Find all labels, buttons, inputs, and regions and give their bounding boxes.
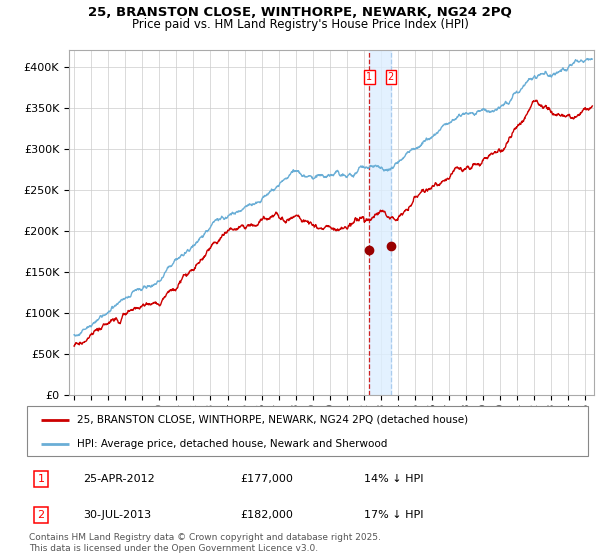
Text: 1: 1 — [38, 474, 44, 484]
Text: HPI: Average price, detached house, Newark and Sherwood: HPI: Average price, detached house, Newa… — [77, 439, 388, 449]
Text: Contains HM Land Registry data © Crown copyright and database right 2025.
This d: Contains HM Land Registry data © Crown c… — [29, 533, 380, 553]
Text: 14% ↓ HPI: 14% ↓ HPI — [364, 474, 423, 484]
Text: £177,000: £177,000 — [240, 474, 293, 484]
Text: 25-APR-2012: 25-APR-2012 — [83, 474, 155, 484]
Text: 1: 1 — [366, 72, 373, 82]
Text: 25, BRANSTON CLOSE, WINTHORPE, NEWARK, NG24 2PQ (detached house): 25, BRANSTON CLOSE, WINTHORPE, NEWARK, N… — [77, 414, 469, 424]
Text: £182,000: £182,000 — [240, 510, 293, 520]
Text: 2: 2 — [37, 510, 44, 520]
Text: Price paid vs. HM Land Registry's House Price Index (HPI): Price paid vs. HM Land Registry's House … — [131, 18, 469, 31]
Text: 30-JUL-2013: 30-JUL-2013 — [83, 510, 151, 520]
Text: 2: 2 — [388, 72, 394, 82]
Text: 17% ↓ HPI: 17% ↓ HPI — [364, 510, 423, 520]
Bar — [370, 50, 391, 395]
Text: 25, BRANSTON CLOSE, WINTHORPE, NEWARK, NG24 2PQ: 25, BRANSTON CLOSE, WINTHORPE, NEWARK, N… — [88, 6, 512, 18]
FancyBboxPatch shape — [27, 406, 588, 456]
